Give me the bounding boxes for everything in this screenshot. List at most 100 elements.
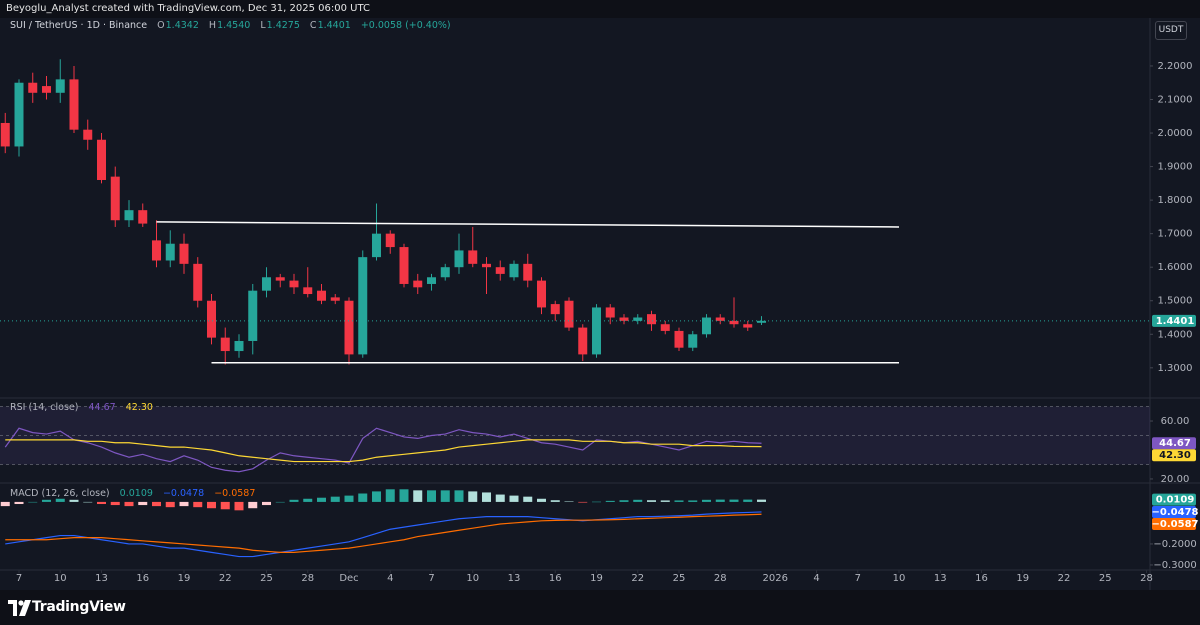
candle-body: [454, 250, 464, 268]
candle-body: [138, 210, 148, 224]
plot-area: [0, 59, 1150, 558]
x-tick-label: 19: [590, 573, 603, 584]
candle-body: [385, 233, 395, 248]
candle-body: [592, 307, 601, 355]
value-box-label: 44.67: [1159, 438, 1191, 449]
y-tick-label: −0.3000: [1153, 560, 1196, 571]
indicator-line: [5, 439, 762, 463]
y-tick-label: 2.0000: [1158, 128, 1193, 139]
candle-body: [427, 277, 436, 284]
histogram-bar: [743, 499, 753, 502]
x-tick-label: 19: [1016, 573, 1029, 584]
candle-body: [289, 280, 299, 288]
histogram-value: 0.0109: [119, 488, 153, 499]
value-box: [1152, 449, 1196, 462]
x-tick-label: 10: [893, 573, 906, 584]
candle-body: [509, 263, 519, 278]
ohlc-prefix: H: [208, 20, 217, 31]
y-tick-label: 1.8000: [1158, 195, 1193, 206]
x-tick-label: 7: [428, 573, 434, 584]
histogram-bar: [69, 499, 79, 502]
histogram-bar: [413, 490, 423, 502]
candle-body: [729, 320, 739, 325]
candle-body: [14, 82, 24, 147]
candle-body: [42, 86, 51, 93]
value-box: [1152, 314, 1196, 327]
candle-body: [207, 300, 216, 338]
value-box: [1152, 505, 1196, 518]
candle-body: [495, 267, 505, 274]
histogram-bar: [152, 501, 161, 507]
candle-body: [523, 263, 533, 281]
credit: Beyoglu_Analyst created with TradingView…: [6, 3, 370, 14]
macd-line: [5, 511, 762, 558]
ohlc-value: 1.4275: [266, 20, 300, 31]
candle-body: [97, 139, 106, 180]
candle-body: [28, 82, 38, 93]
histogram-bar: [523, 496, 533, 502]
candle-body: [303, 287, 313, 295]
candle-body: [124, 210, 134, 221]
histogram-bar: [385, 489, 395, 502]
histogram-bar: [275, 501, 285, 503]
histogram-bar: [317, 497, 326, 502]
x-tick-label: 7: [16, 573, 22, 584]
ohlc-value: 1.4401: [317, 20, 351, 31]
y-tick-label: 60.00: [1161, 416, 1190, 427]
ohlc-prefix: L: [260, 20, 266, 31]
histogram-bar: [330, 496, 340, 502]
histogram-bar: [344, 495, 354, 502]
trend-line: [156, 221, 900, 228]
rsi-legend: RSI (14, close) 44.67 42.30: [10, 402, 154, 413]
credit-bar: Beyoglu_Analyst created with TradingView…: [0, 0, 1200, 18]
histogram-bar: [537, 498, 546, 502]
candle-body: [193, 263, 203, 301]
value-box-label: 42.30: [1159, 450, 1191, 461]
histogram-bar: [399, 489, 409, 502]
candle-body: [330, 297, 340, 301]
x-tick-label: 28: [714, 573, 727, 584]
candle-body: [179, 243, 189, 264]
histogram-bar: [605, 500, 615, 502]
candle-body: [743, 324, 753, 328]
histogram-bar: [564, 501, 574, 502]
histogram-bar: [179, 501, 189, 507]
histogram-bar: [289, 499, 299, 502]
y-tick-label: 20.00: [1161, 474, 1190, 485]
x-tick-label: 10: [54, 573, 67, 584]
candle-body: [674, 330, 684, 348]
rsi-title: RSI (14, close): [10, 402, 79, 413]
rsi-value: 44.67: [88, 402, 116, 413]
candle-body: [372, 233, 381, 258]
candle-body: [440, 267, 450, 278]
histogram-bar: [482, 492, 491, 502]
macd-title: MACD (12, 26, close): [10, 488, 110, 499]
histogram-bar: [550, 500, 560, 502]
ohlc-prefix: O: [157, 20, 165, 31]
histogram-bar: [28, 501, 38, 503]
value-box-label: −0.0587: [1152, 519, 1199, 530]
currency-button[interactable]: USDT: [1155, 21, 1187, 40]
candle-body: [234, 340, 244, 352]
x-tick-label: 22: [1058, 573, 1071, 584]
candle-body: [262, 277, 271, 291]
y-tick-label: −0.2000: [1153, 539, 1196, 550]
histogram-bar: [165, 501, 175, 508]
y-tick-label: 1.6000: [1158, 262, 1193, 273]
x-tick-label: 16: [975, 573, 988, 584]
histogram-bar: [702, 499, 711, 502]
x-tick-label: 4: [387, 573, 393, 584]
histogram-bar: [509, 495, 519, 502]
histogram-bar: [468, 491, 478, 502]
histogram-bar: [495, 494, 505, 502]
candle-body: [220, 337, 230, 352]
rsi-ma-value: 42.30: [125, 402, 153, 413]
x-tick-label: 22: [219, 573, 232, 584]
histogram-bar: [220, 501, 230, 510]
x-tick-label: 25: [1099, 573, 1112, 584]
candle-body: [248, 290, 258, 341]
histogram-bar: [0, 501, 10, 507]
histogram-bar: [234, 501, 244, 511]
